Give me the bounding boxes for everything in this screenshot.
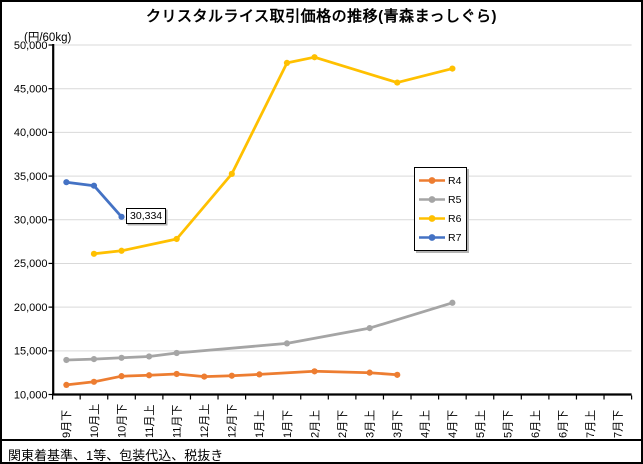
chart-region: クリスタルライス取引価格の推移(青森まっしぐら) (円/60kg) 10,000… (2, 2, 641, 441)
legend-marker-R6 (419, 215, 445, 222)
legend-dot (428, 215, 436, 222)
series-line-R6 (92, 55, 454, 256)
y-axis-label-10000: 10,000 (14, 389, 48, 401)
x-axis-label-5: 12月上 (198, 404, 211, 438)
legend-label-R4: R4 (448, 174, 462, 187)
data-point-R4-3月下 (394, 371, 401, 378)
legend-item-R4: R4 (419, 171, 461, 190)
data-point-R4-1月上 (256, 371, 263, 378)
x-axis-label-9: 2月上 (308, 410, 321, 438)
data-point-R6-12月下 (228, 170, 235, 177)
x-axis-label-15: 5月上 (474, 410, 487, 438)
data-point-R5-4月下 (449, 299, 456, 306)
data-point-R5-1月下 (283, 340, 291, 347)
data-point-label: 30,334 (126, 207, 167, 224)
x-axis-label-11: 3月上 (363, 410, 376, 438)
y-axis-label-30000: 30,000 (14, 215, 48, 227)
x-axis-label-10: 2月下 (337, 410, 349, 438)
legend-marker-R5 (419, 196, 445, 203)
legend: R4 R5 R6 R7 (414, 167, 468, 251)
legend-item-R7: R7 (419, 228, 461, 247)
data-point-R5-11月上 (146, 353, 153, 360)
y-axis-label-25000: 25,000 (14, 258, 48, 270)
legend-dot (428, 234, 436, 241)
data-point-R6-4月下 (449, 65, 456, 72)
footnote: 関東着基準、1等、包装代込、税抜き (8, 448, 224, 463)
data-point-R6-10月下 (118, 247, 125, 254)
data-point-R5-10月上 (90, 356, 98, 363)
data-point-R4-3月上 (366, 369, 373, 376)
y-axis-label-20000: 20,000 (14, 302, 48, 314)
data-point-R7-10月上 (90, 182, 98, 189)
data-point-R6-2月上 (311, 54, 318, 61)
x-axis-label-4: 11月下 (171, 405, 183, 438)
x-axis-label-12: 3月下 (392, 410, 404, 438)
x-axis-label-17: 6月上 (529, 410, 542, 438)
data-point-R6-3月下 (394, 79, 401, 86)
data-point-R6-11月下 (173, 235, 180, 243)
x-axis-label-2: 10月下 (116, 404, 128, 438)
data-point-R5-3月上 (366, 324, 373, 332)
x-axis-label-7: 1月上 (253, 410, 266, 438)
x-axis-label-14: 4月下 (447, 410, 459, 438)
legend-marker-R7 (419, 234, 445, 241)
x-axis-label-13: 4月上 (419, 410, 432, 438)
x-axis-label-18: 6月下 (557, 410, 569, 438)
y-axis-unit-label: (円/60kg) (24, 32, 72, 44)
data-point-R4-11月上 (146, 372, 153, 379)
legend-label-R6: R6 (448, 212, 462, 225)
data-point-R4-10月上 (90, 378, 98, 385)
x-axis-label-20: 7月下 (613, 410, 625, 438)
data-point-R7-9月下 (63, 179, 70, 186)
legend-label-R5: R5 (448, 193, 462, 206)
legend-item-R5: R5 (419, 190, 461, 209)
data-point-R5-10月下 (118, 354, 125, 361)
data-point-R6-10月上 (90, 250, 98, 257)
data-point-R4-12月下 (228, 372, 235, 379)
chart-title: クリスタルライス取引価格の推移(青森まっしぐら) (146, 8, 497, 25)
y-axis-label-15000: 15,000 (14, 346, 48, 358)
x-axis-label-0: 9月下 (61, 410, 73, 438)
data-point-R4-2月上 (311, 368, 318, 375)
data-point-R4-12月上 (201, 373, 208, 380)
data-point-R7-10月下 (118, 213, 125, 220)
line-chart: 10,000 15,000 20,000 25,000 30,000 35,000 40,0… (14, 40, 633, 438)
x-axis-label-19: 7月上 (584, 410, 597, 438)
y-axis-label-50000: 50,000 (14, 40, 48, 52)
data-point-R5-9月下 (63, 356, 70, 364)
legend-dot (428, 196, 436, 203)
legend-item-R6: R6 (419, 209, 461, 228)
data-point-R6-1月下 (283, 59, 291, 67)
y-axis-label-35000: 35,000 (14, 171, 48, 183)
series-line-R5 (65, 301, 454, 362)
x-axis-label-1: 10月上 (88, 404, 101, 438)
legend-label-R7: R7 (448, 231, 462, 244)
x-axis-label-3: 11月上 (143, 405, 156, 438)
x-axis-label-8: 1月下 (282, 410, 294, 438)
y-axis-label-40000: 40,000 (14, 127, 48, 139)
x-axis-label-16: 5月下 (502, 410, 514, 438)
data-point-R4-10月下 (118, 373, 125, 380)
data-point-R4-9月下 (63, 381, 70, 388)
legend-dot (428, 177, 436, 184)
y-axis-label-45000: 45,000 (14, 83, 48, 95)
x-axis-label-6: 12月下 (227, 404, 239, 438)
legend-marker-R4 (419, 177, 445, 184)
data-point-R4-11月下 (173, 370, 180, 378)
data-point-R5-11月下 (173, 349, 180, 357)
